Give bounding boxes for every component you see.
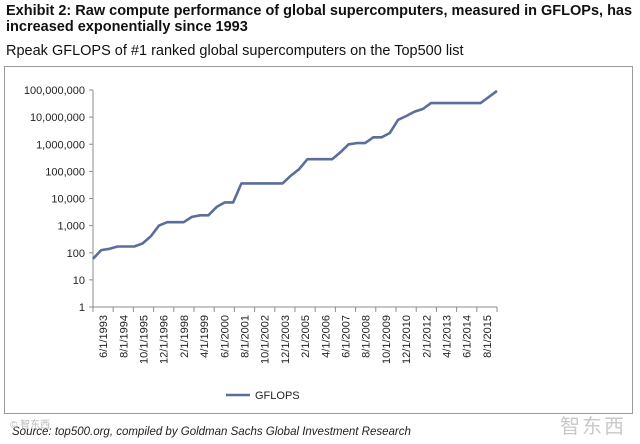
x-tick-label: 8/1/1994 (118, 315, 130, 358)
y-tick-label: 10 (73, 275, 85, 287)
legend-label: GFLOPS (255, 390, 300, 402)
x-tick-label: 8/1/2015 (482, 315, 494, 358)
chart-frame (4, 66, 633, 414)
y-tick-label: 100,000,000 (24, 85, 85, 97)
y-axis: 1 10 100 1,000 10,000 100,000 1,000,000 10,000,… (24, 85, 94, 314)
legend: GFLOPS (226, 390, 300, 402)
series-line-gflops (92, 89, 498, 260)
x-tick-label: 12/1/2003 (280, 315, 292, 364)
y-tick-label: 1,000,000 (36, 139, 85, 151)
y-tick-label: 10,000 (51, 194, 85, 206)
chart-subtitle: Rpeak GFLOPS of #1 ranked global superco… (6, 43, 464, 59)
x-tick-label: 4/1/1999 (199, 315, 211, 358)
x-tick-label: 2/1/2012 (421, 315, 433, 358)
x-tick-label: 6/1/1993 (98, 315, 110, 358)
x-tick-label: 10/1/1995 (139, 315, 151, 364)
series-group (92, 89, 498, 260)
x-tick-label: 6/1/2014 (462, 315, 474, 358)
x-tick-label: 10/1/2009 (381, 315, 393, 364)
x-tick-label: 10/1/2002 (260, 315, 272, 364)
x-tick-label: 8/1/2001 (240, 315, 252, 358)
x-tick-label: 6/1/2007 (341, 315, 353, 358)
x-axis: 6/1/1993 8/1/1994 10/1/1995 12/1/1996 2/1/19… (92, 306, 498, 364)
y-tick-label: 1 (79, 302, 85, 314)
source-note: Source: top500.org, compiled by Goldman … (12, 426, 411, 438)
y-tick-label: 1,000 (57, 221, 85, 233)
watermark-logo: 智东西 (560, 416, 626, 438)
x-tick-label: 2/1/1998 (179, 315, 191, 358)
y-tick-label: 10,000,000 (30, 112, 85, 124)
x-tick-label: 4/1/2006 (320, 315, 332, 358)
x-tick-label: 2/1/2005 (300, 315, 312, 358)
chart-title: Exhibit 2: Raw compute performance of gl… (6, 3, 633, 35)
y-tick-label: 100 (67, 248, 85, 260)
x-tick-label: 6/1/2000 (219, 315, 231, 358)
watermark-left: © 智东西 (10, 420, 51, 431)
x-tick-label: 4/1/2013 (442, 315, 454, 358)
x-tick-label: 12/1/2010 (401, 315, 413, 364)
y-tick-label: 100,000 (45, 166, 85, 178)
x-tick-label: 12/1/1996 (159, 315, 171, 364)
x-tick-label: 8/1/2008 (361, 315, 373, 358)
